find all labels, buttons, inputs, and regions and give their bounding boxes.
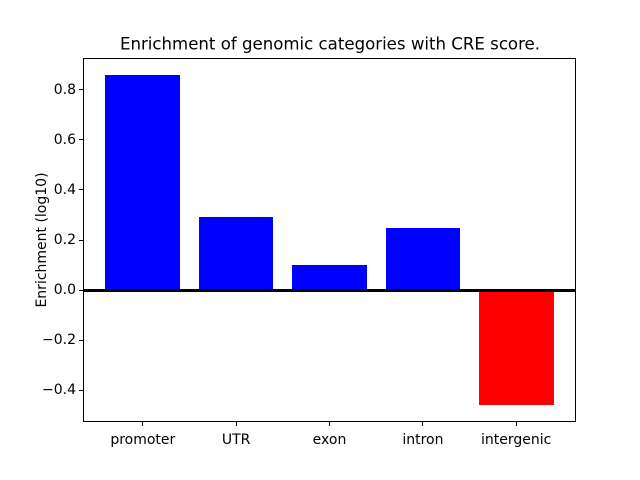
x-tick-mark [329, 422, 330, 426]
x-tick-label-exon: exon [312, 432, 347, 448]
y-tick-mark [79, 239, 83, 241]
bar-exon [292, 265, 367, 291]
y-tick-label-0.2: 0.2 [53, 232, 76, 248]
x-tick-mark [422, 422, 424, 426]
y-tick-label-−0.4: −0.4 [42, 382, 76, 399]
x-tick-mark [235, 422, 237, 426]
y-tick-mark [79, 139, 83, 141]
y-tick-mark [79, 339, 83, 341]
bar-promoter [105, 74, 181, 291]
bar-UTR [198, 217, 274, 291]
y-tick-mark [79, 189, 83, 191]
chart-title: Enrichment of genomic categories with CR… [119, 34, 541, 54]
zero-line [83, 288, 576, 292]
x-tick-mark [142, 422, 144, 426]
y-tick-label-−0.2: −0.2 [42, 332, 76, 349]
y-tick-mark [79, 389, 83, 391]
plot-area [83, 58, 576, 422]
x-tick-label-UTR: UTR [221, 432, 251, 448]
y-tick-label-0.8: 0.8 [53, 81, 76, 98]
x-tick-label-intergenic: intergenic [481, 432, 552, 448]
y-tick-label-0.6: 0.6 [53, 131, 76, 148]
bar-intron [385, 227, 461, 291]
y-tick-mark [79, 89, 83, 91]
y-tick-mark [79, 289, 83, 291]
y-tick-label-0.0: 0.0 [53, 282, 76, 299]
bar-intergenic [478, 290, 554, 406]
x-tick-label-intron: intron [402, 432, 444, 448]
x-tick-mark [515, 422, 517, 426]
y-tick-label-0.4: 0.4 [53, 181, 76, 198]
x-tick-label-promoter: promoter [110, 432, 176, 448]
